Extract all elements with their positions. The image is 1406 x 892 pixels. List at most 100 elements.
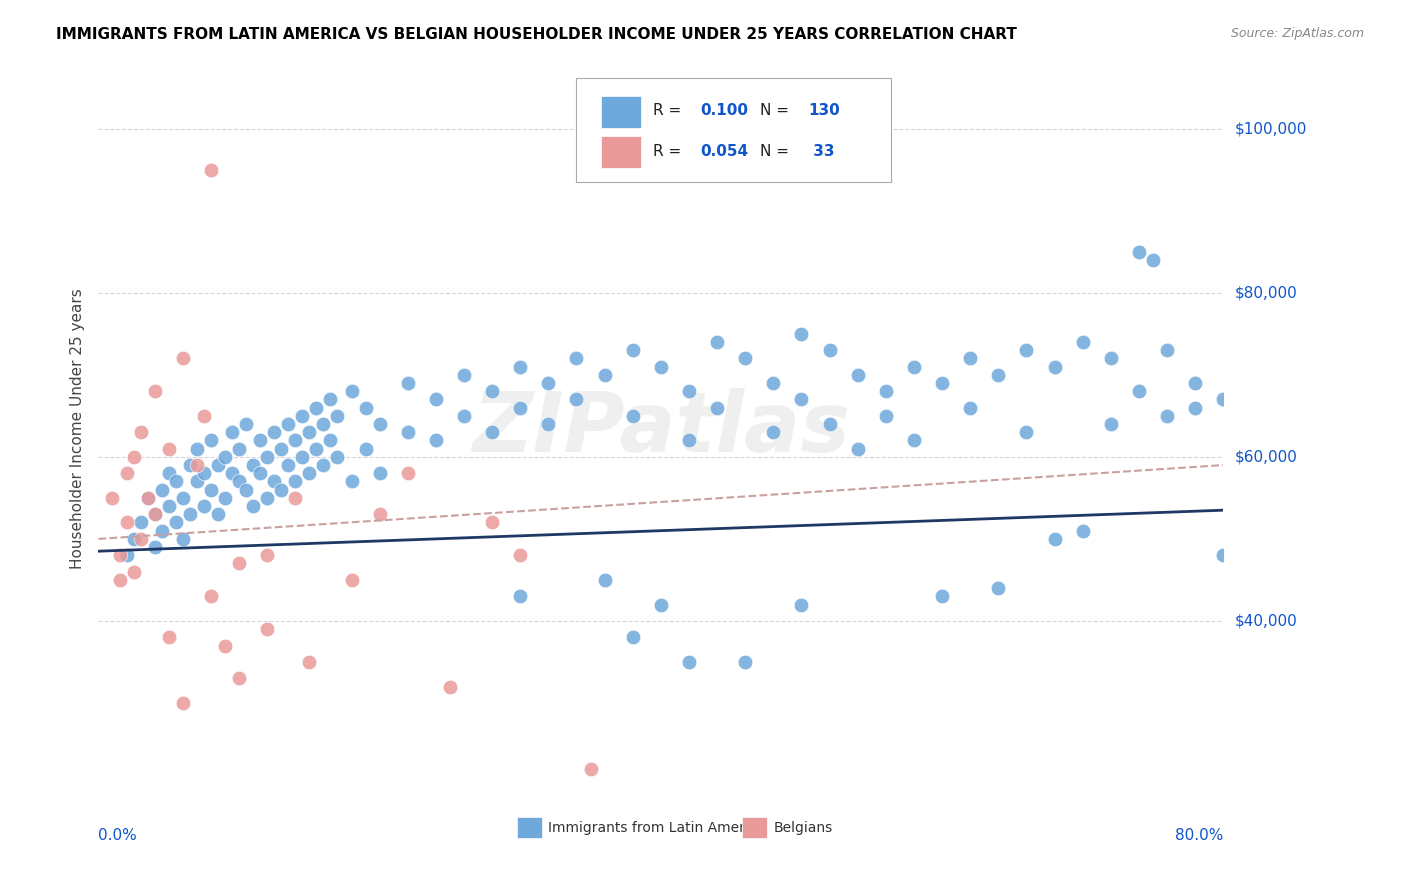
Point [179,458,201,472]
Point [1099,417,1122,431]
Text: 0.0%: 0.0% [98,828,138,843]
Text: Belgians: Belgians [773,821,832,835]
Point [193,409,215,423]
Point [931,376,953,390]
Point [256,622,278,636]
Text: Source: ZipAtlas.com: Source: ZipAtlas.com [1230,27,1364,40]
Point [186,475,208,489]
Point [129,516,152,530]
Point [1099,351,1122,366]
Point [790,598,813,612]
Point [959,401,981,415]
Text: ZIPatlas: ZIPatlas [472,388,849,468]
Point [291,409,314,423]
Point [186,458,208,472]
Point [368,417,391,431]
Point [214,491,236,505]
Point [284,434,307,448]
Point [706,334,728,349]
Point [193,467,215,481]
Point [122,532,145,546]
Point [1212,392,1234,407]
Point [1184,376,1206,390]
Point [193,499,215,513]
Point [263,425,285,440]
Point [818,417,841,431]
Point [284,491,307,505]
Point [143,540,166,554]
Point [706,401,728,415]
Point [326,409,349,423]
Point [221,425,243,440]
Point [762,425,785,440]
Point [1212,549,1234,563]
FancyBboxPatch shape [576,78,891,182]
Point [340,573,363,587]
Point [136,491,159,505]
Point [368,467,391,481]
Point [312,458,335,472]
Point [509,401,531,415]
Point [593,368,616,382]
Point [481,425,503,440]
Point [235,417,257,431]
Y-axis label: Householder Income Under 25 years: Householder Income Under 25 years [70,288,86,568]
Point [284,475,307,489]
Point [319,434,342,448]
Point [150,524,173,538]
Point [270,442,292,456]
Point [108,573,131,587]
FancyBboxPatch shape [742,817,766,838]
Point [270,483,292,497]
Point [165,516,187,530]
Point [129,425,152,440]
Point [818,343,841,358]
Point [959,351,981,366]
Text: $80,000: $80,000 [1234,285,1298,301]
Point [537,376,560,390]
Text: Immigrants from Latin America: Immigrants from Latin America [548,821,765,835]
Point [396,425,419,440]
Point [228,442,250,456]
Point [1043,359,1066,374]
Point [396,467,419,481]
Point [790,392,813,407]
Point [650,359,672,374]
Point [579,762,602,776]
Point [790,326,813,341]
Point [165,475,187,489]
Point [228,475,250,489]
Point [249,434,271,448]
Point [228,671,250,685]
Point [207,458,229,472]
FancyBboxPatch shape [517,817,541,838]
Point [122,450,145,464]
Point [987,581,1010,595]
Text: 80.0%: 80.0% [1175,828,1223,843]
Point [277,417,299,431]
Point [172,491,194,505]
Point [340,475,363,489]
Point [481,516,503,530]
Point [621,630,644,644]
Point [157,630,180,644]
Point [263,475,285,489]
Text: IMMIGRANTS FROM LATIN AMERICA VS BELGIAN HOUSEHOLDER INCOME UNDER 25 YEARS CORRE: IMMIGRANTS FROM LATIN AMERICA VS BELGIAN… [56,27,1017,42]
FancyBboxPatch shape [602,136,641,168]
Point [150,483,173,497]
Point [509,549,531,563]
Point [1071,334,1094,349]
Point [157,467,180,481]
Point [221,467,243,481]
Point [298,655,321,669]
Point [903,359,925,374]
Point [903,434,925,448]
Point [207,508,229,522]
Point [256,491,278,505]
Point [249,467,271,481]
Point [256,549,278,563]
Text: $40,000: $40,000 [1234,614,1298,629]
Point [678,384,700,399]
Point [565,351,588,366]
Text: 33: 33 [808,144,835,159]
